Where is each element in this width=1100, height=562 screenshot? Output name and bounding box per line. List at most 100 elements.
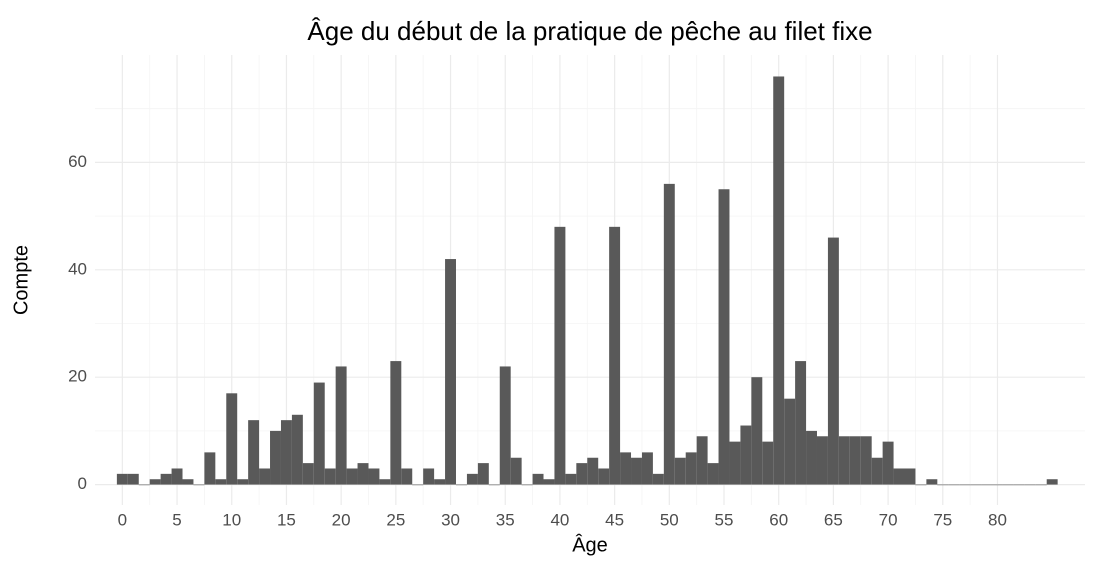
x-tick-label: 10 [222, 510, 241, 529]
bar [937, 484, 949, 486]
bar [959, 484, 971, 486]
bar [477, 463, 489, 485]
x-tick-label: 5 [172, 510, 181, 529]
x-tick-label: 0 [118, 510, 127, 529]
bar [981, 484, 993, 486]
x-tick-label: 45 [605, 510, 624, 529]
x-tick-label: 30 [441, 510, 460, 529]
bar [915, 484, 927, 486]
bar [488, 484, 500, 486]
bar [204, 452, 216, 485]
bar [510, 457, 522, 485]
bar [620, 452, 632, 485]
bar [838, 436, 850, 485]
x-tick-label: 40 [550, 510, 569, 529]
bar [992, 484, 1003, 486]
bar [346, 468, 358, 485]
bar [1035, 484, 1047, 486]
x-tick-label: 35 [496, 510, 515, 529]
bar [379, 479, 391, 485]
bar [193, 484, 205, 486]
bar [598, 468, 610, 485]
bar [466, 473, 478, 485]
bar [390, 361, 402, 485]
bar [160, 473, 172, 485]
bar [948, 484, 960, 486]
bar [1013, 484, 1025, 486]
bar [696, 436, 708, 485]
bar [827, 237, 839, 485]
x-axis-label: Âge [572, 533, 608, 556]
x-tick-label: 80 [988, 510, 1007, 529]
bar [1046, 479, 1058, 485]
bar [335, 366, 347, 485]
bar [423, 468, 435, 485]
bar [576, 463, 588, 485]
bar [860, 436, 872, 485]
bar [324, 468, 336, 485]
bar [554, 226, 566, 485]
bar [357, 463, 369, 485]
bar [499, 366, 511, 485]
bar [302, 463, 314, 485]
bar [762, 441, 774, 485]
bar [270, 430, 281, 485]
bar [532, 473, 544, 485]
y-tick-label: 0 [78, 474, 87, 493]
bar [652, 473, 664, 485]
bar [740, 425, 752, 485]
bar [543, 479, 555, 485]
bar [871, 457, 883, 485]
bar [138, 484, 150, 486]
chart-title: Âge du début de la pratique de pêche au … [307, 16, 872, 46]
y-tick-label: 60 [68, 152, 87, 171]
bar [729, 441, 741, 485]
bar [882, 441, 894, 485]
bar [1002, 484, 1014, 486]
x-tick-label: 65 [824, 510, 843, 529]
y-tick-label: 20 [68, 367, 87, 386]
bar [674, 457, 686, 485]
bar [237, 479, 249, 485]
bar [127, 473, 139, 485]
x-tick-label: 25 [386, 510, 405, 529]
bar [445, 259, 456, 485]
bar [816, 436, 828, 485]
x-tick-label: 20 [332, 510, 351, 529]
bar [1024, 484, 1036, 486]
bar [685, 452, 697, 485]
bar [631, 457, 642, 485]
bar [226, 393, 238, 485]
bar [926, 479, 938, 485]
bar [521, 484, 533, 486]
bar [259, 468, 271, 485]
bar [280, 420, 292, 485]
bar [248, 420, 260, 485]
bar [455, 484, 467, 486]
bar [893, 468, 905, 485]
bar [116, 473, 128, 485]
bar [718, 189, 730, 485]
x-tick-label: 50 [660, 510, 679, 529]
bar [609, 226, 621, 485]
bar [751, 377, 763, 485]
bar [904, 468, 916, 485]
bar [773, 76, 785, 485]
bar [849, 436, 861, 485]
x-tick-label: 55 [715, 510, 734, 529]
bar [707, 463, 719, 485]
bar [587, 457, 599, 485]
bar [313, 382, 325, 485]
bar [401, 468, 413, 485]
bar [663, 183, 675, 485]
bar [641, 452, 653, 485]
x-tick-label: 60 [769, 510, 788, 529]
bar [291, 414, 303, 485]
y-tick-label: 40 [68, 259, 87, 278]
bar [412, 484, 424, 486]
bar [182, 479, 194, 485]
bar [149, 479, 161, 485]
bar [171, 468, 183, 485]
bar [970, 484, 982, 486]
